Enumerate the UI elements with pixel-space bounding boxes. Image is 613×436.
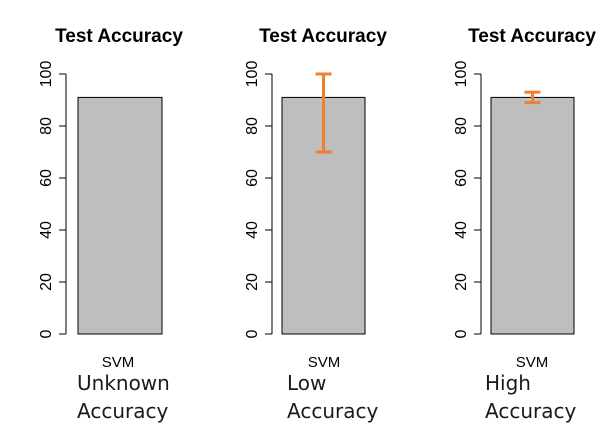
y-tick-label: 40	[38, 221, 55, 239]
y-tick-label: 60	[38, 169, 55, 187]
y-tick-label: 40	[244, 221, 261, 239]
y-tick-label: 20	[453, 273, 470, 291]
chart-title: Test Accuracy	[468, 26, 596, 47]
y-tick-label: 0	[453, 329, 470, 338]
y-tick-label: 60	[453, 169, 470, 187]
y-tick-label: 0	[38, 329, 55, 338]
y-tick-label: 20	[244, 273, 261, 291]
caption-line-1: Low	[287, 371, 326, 395]
y-tick-label: 80	[453, 117, 470, 135]
y-tick-label: 100	[453, 61, 470, 88]
y-tick-label: 80	[244, 117, 261, 135]
x-category-label: SVM	[516, 354, 549, 371]
chart-title: Test Accuracy	[259, 26, 387, 47]
y-tick-label: 60	[244, 169, 261, 187]
bar	[490, 96, 575, 335]
y-tick-label: 0	[244, 329, 261, 338]
x-category-label: SVM	[102, 354, 135, 371]
y-tick-label: 80	[38, 117, 55, 135]
caption-line-2: Accuracy	[287, 399, 378, 423]
y-tick-label: 20	[38, 273, 55, 291]
caption-line-1: High	[485, 371, 531, 395]
caption-line-2: Accuracy	[77, 399, 168, 423]
y-tick-label: 100	[244, 61, 261, 88]
x-category-label: SVM	[308, 354, 341, 371]
bar	[77, 96, 163, 335]
caption-line-1: Unknown	[77, 371, 170, 395]
y-tick-label: 40	[453, 221, 470, 239]
chart-title: Test Accuracy	[55, 26, 183, 47]
caption-line-2: Accuracy	[485, 399, 576, 423]
y-tick-label: 100	[38, 61, 55, 88]
